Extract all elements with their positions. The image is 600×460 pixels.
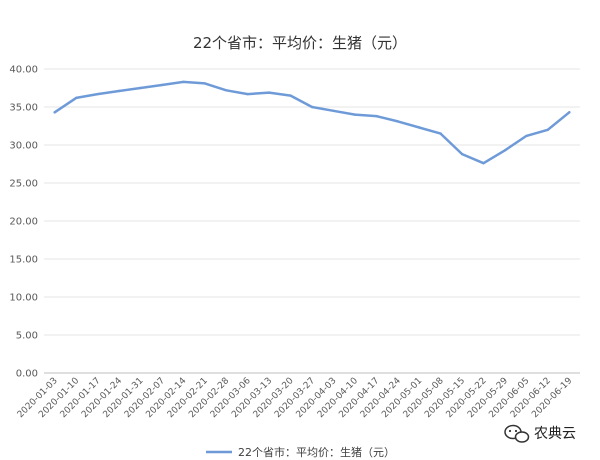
- data-point: [332, 109, 335, 113]
- y-tick-label: 15.00: [9, 255, 38, 266]
- y-tick-label: 30.00: [9, 141, 38, 152]
- series-layer: [53, 80, 571, 165]
- data-point: [160, 83, 164, 87]
- data-point: [525, 134, 528, 138]
- y-tick-label: 40.00: [9, 65, 38, 76]
- y-tick-label: 35.00: [9, 103, 38, 114]
- data-point: [96, 92, 99, 96]
- data-point: [568, 111, 571, 114]
- data-point: [353, 113, 357, 116]
- watermark-text: 农典云: [534, 426, 576, 442]
- y-tick-label: 25.00: [9, 179, 38, 190]
- y-tick-label: 5.00: [16, 331, 38, 342]
- y-tick-label: 20.00: [9, 217, 38, 228]
- data-point: [418, 126, 421, 129]
- y-tick-label: 0.00: [16, 369, 38, 380]
- data-point: [117, 89, 121, 93]
- chart-title: 22个省市：平均价：生猪（元）: [193, 34, 407, 52]
- data-point: [460, 152, 464, 156]
- x-axis-ticks: 2020-01-032020-01-102020-01-172020-01-24…: [16, 376, 575, 420]
- data-point: [267, 91, 271, 94]
- grid: [44, 68, 580, 374]
- y-axis-ticks: 0.00 5.00 10.00 15.00 20.00 25.00 30.00 35.00 40…: [9, 65, 38, 380]
- data-point: [182, 80, 185, 84]
- legend-label: 22个省市：平均价：生猪（元）: [238, 445, 395, 459]
- wechat-icon: [504, 424, 530, 443]
- data-point: [139, 86, 142, 90]
- data-point: [546, 128, 549, 131]
- data-point: [225, 89, 228, 92]
- data-point: [289, 94, 292, 97]
- data-point: [246, 92, 249, 96]
- y-tick-label: 10.00: [9, 293, 38, 304]
- data-point: [375, 114, 378, 118]
- data-point: [75, 96, 78, 100]
- series-line: [53, 80, 571, 165]
- data-point: [53, 111, 56, 114]
- watermark: 农典云: [504, 424, 576, 443]
- data-point: [439, 132, 442, 135]
- data-point: [482, 162, 485, 165]
- data-point: [310, 105, 314, 109]
- legend: 22个省市：平均价：生猪（元）: [206, 445, 395, 459]
- data-point: [396, 120, 399, 123]
- data-point: [503, 149, 507, 152]
- data-point: [203, 82, 206, 85]
